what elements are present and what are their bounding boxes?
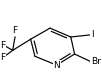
Text: F: F [1,53,6,62]
Text: F: F [1,41,6,50]
Text: N: N [53,61,60,70]
Text: F: F [12,26,18,35]
Text: I: I [91,30,94,39]
Text: Br: Br [91,57,101,66]
